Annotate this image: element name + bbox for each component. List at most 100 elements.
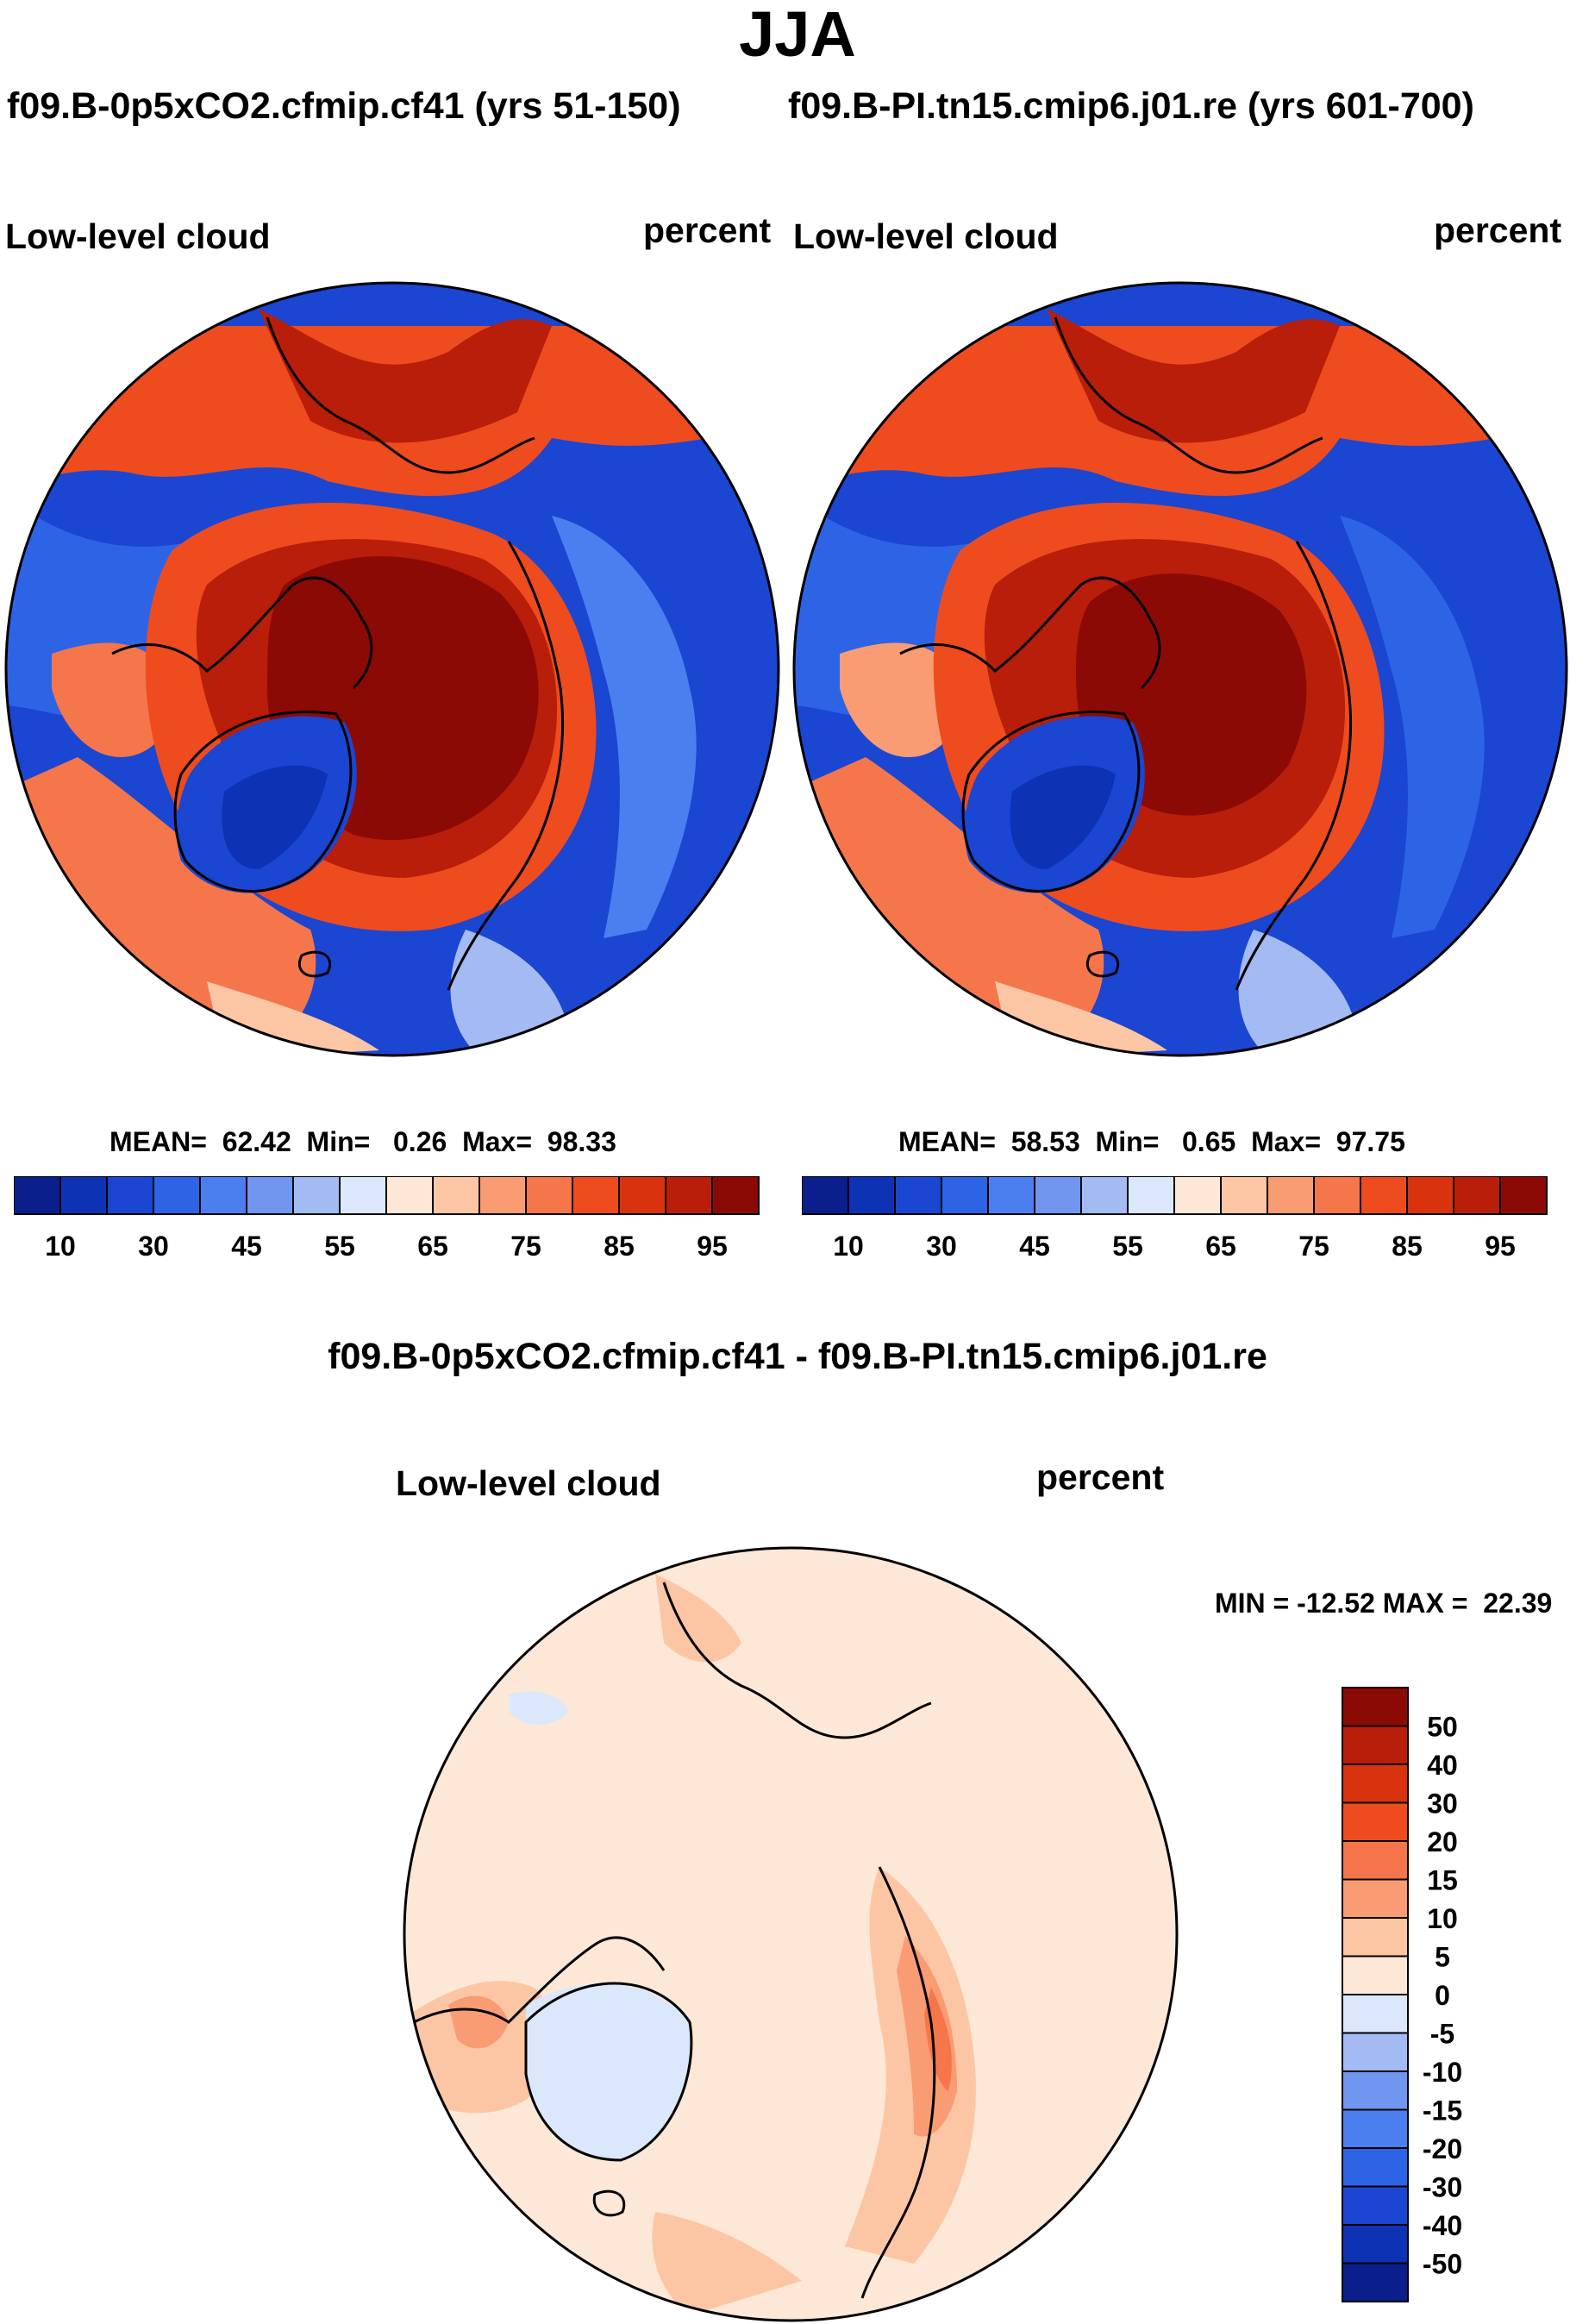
colorbar-tick-label: -5 <box>1430 2019 1454 2050</box>
greenland-coastline <box>524 1982 693 2162</box>
colorbar-tick-label: 50 <box>1427 1712 1458 1743</box>
bering-increase-patch <box>655 1574 741 1663</box>
greenland-coastline <box>173 711 353 893</box>
colorbar-tick-label: 20 <box>1427 1826 1458 1857</box>
colorbar-box <box>1342 1955 1409 1995</box>
diff-minmax: MIN = -12.52 MAX = 22.39 <box>1215 1588 1553 1619</box>
canada-coastline <box>899 576 1161 690</box>
greenland-coastline <box>961 711 1141 893</box>
colorbar-tick-label: -15 <box>1423 2095 1462 2127</box>
colorbar-box <box>14 1176 61 1215</box>
eurasia-coastline <box>1235 541 1353 991</box>
mean-label: MEAN= <box>109 1126 207 1157</box>
colorbar-box <box>1267 1176 1315 1215</box>
colorbar-box <box>1342 2224 1409 2264</box>
colorbar-tick-label: 95 <box>697 1231 728 1262</box>
colorbar-tick-label: -40 <box>1423 2210 1462 2241</box>
colorbar-box <box>848 1176 896 1215</box>
colorbar-box <box>802 1176 849 1215</box>
max-label: Max= <box>462 1126 532 1157</box>
colorbar-box <box>1453 1176 1501 1215</box>
colorbar-box <box>1499 1176 1548 1215</box>
greenland-interior-low-cloud <box>222 765 328 869</box>
eurasia-transition-region <box>1340 516 1485 938</box>
bering-cloud-region <box>259 309 552 443</box>
colorbar-box <box>106 1176 154 1215</box>
map-boundary <box>403 1546 1179 2322</box>
min-label: Min= <box>1095 1126 1160 1157</box>
colorbar-tick-label: 30 <box>926 1231 957 1262</box>
colorbar-tick-label: -20 <box>1423 2133 1462 2164</box>
diff-polar-map <box>403 1546 1179 2322</box>
colorbar-box <box>1342 2185 1409 2226</box>
diff-units-label: percent <box>1036 1457 1165 1497</box>
right-field-label: Low-level cloud <box>793 216 1059 256</box>
colorbar-tick-label: 55 <box>324 1231 355 1262</box>
colorbar-box <box>432 1176 480 1215</box>
colorbar-tick-label: 65 <box>417 1231 448 1262</box>
colorbar-box <box>987 1176 1035 1215</box>
max-label: Max= <box>1251 1126 1321 1157</box>
pacific-decrease-patch <box>509 1691 569 1725</box>
right-colorbar: 10 30 45 55 65 75 85 95 <box>802 1176 1548 1262</box>
left-case-label: f09.B-0p5xCO2.cfmip.cf41 (yrs 51-150) <box>7 85 681 127</box>
min-value: 0.65 <box>1182 1126 1236 1157</box>
kara-sea-peak <box>924 1988 952 2091</box>
colorbar-box <box>665 1176 713 1215</box>
iceland-coastline <box>297 950 332 978</box>
colorbar-box <box>199 1176 247 1215</box>
colorbar-tick-label: 15 <box>1427 1865 1458 1896</box>
figure-title: JJA <box>739 0 856 70</box>
colorbar-tick-label: 65 <box>1205 1231 1236 1262</box>
colorbar-box <box>1034 1176 1082 1215</box>
map-boundary <box>4 281 780 1057</box>
colorbar-box <box>246 1176 294 1215</box>
mean-label: MEAN= <box>898 1126 996 1157</box>
colorbar-box <box>339 1176 387 1215</box>
left-colorbar: 10 30 45 55 65 75 85 95 <box>14 1176 760 1262</box>
greenland-decrease-region <box>526 1983 691 2160</box>
right-polar-map <box>792 281 1568 1057</box>
colorbar-box <box>1342 1687 1409 1727</box>
colorbar-box <box>1406 1176 1454 1215</box>
colorbar-tick-label: -50 <box>1423 2249 1462 2280</box>
colorbar-tick-label: 30 <box>138 1231 169 1262</box>
colorbar-tick-label: -10 <box>1423 2057 1462 2088</box>
mean-value: 58.53 <box>1010 1126 1080 1157</box>
right-case-label: f09.B-PI.tn15.cmip6.j01.re (yrs 601-700) <box>788 85 1474 127</box>
min-label: Min= <box>306 1126 371 1157</box>
colorbar-box <box>1220 1176 1268 1215</box>
colorbar-box <box>1080 1176 1129 1215</box>
colorbar-box <box>1342 1763 1409 1804</box>
max-value: 97.75 <box>1335 1126 1405 1157</box>
left-units-label: percent <box>643 210 772 250</box>
greenland-interior-low-cloud <box>1010 765 1116 869</box>
colorbar-box <box>894 1176 942 1215</box>
left-field-label: Low-level cloud <box>5 216 271 256</box>
colorbar-box <box>59 1176 108 1215</box>
atlantic-decrease-region <box>404 2264 621 2321</box>
colorbar-box <box>941 1176 989 1215</box>
colorbar-tick-label: 85 <box>1392 1231 1423 1262</box>
left-stats: MEAN= 62.42 Min= 0.26 Max= 98.33 <box>109 1126 616 1157</box>
atlantic-increase-region <box>652 2212 802 2315</box>
iceland-coastline <box>592 2189 626 2217</box>
canada-coastline <box>111 576 373 690</box>
colorbar-tick-label: 10 <box>833 1231 864 1262</box>
colorbar-box <box>1342 2262 1409 2302</box>
colorbar-box <box>1173 1176 1222 1215</box>
diff-case-label: f09.B-0p5xCO2.cfmip.cf41 - f09.B-PI.tn15… <box>328 1336 1267 1377</box>
colorbar-tick-label: 75 <box>510 1231 541 1262</box>
near-zero-change-region <box>404 1548 1177 2321</box>
colorbar-tick-label: 75 <box>1298 1231 1329 1262</box>
map-boundary <box>792 281 1568 1057</box>
bering-coastline <box>1054 316 1323 474</box>
iceland-coastline <box>1085 950 1120 978</box>
colorbar-box <box>525 1176 573 1215</box>
colorbar-tick-label: 55 <box>1112 1231 1143 1262</box>
colorbar-box <box>1360 1176 1408 1215</box>
colorbar-box <box>153 1176 201 1215</box>
colorbar-box <box>1342 2147 1409 2188</box>
colorbar-tick-label: -30 <box>1423 2172 1462 2203</box>
